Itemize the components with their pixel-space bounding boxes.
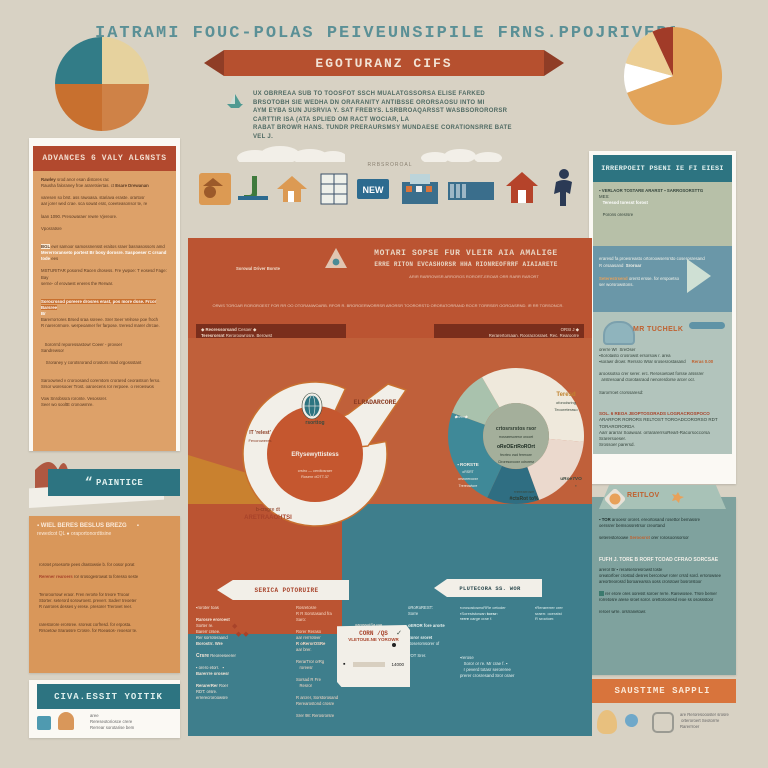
svg-text:fecrteo cwd fererowr: fecrteo cwd fererowr (500, 453, 533, 457)
svg-text:NEW: NEW (363, 185, 385, 195)
svg-text:ARETRAAOHTSI: ARETRAAOHTSI (244, 515, 292, 521)
svg-text:oforodsring: oforodsring (556, 400, 576, 405)
svg-text:crtosrsrstos rsor: crtosrsrstos rsor (496, 426, 536, 432)
svg-text:Rosenr dOTT.37: Rosenr dOTT.37 (301, 475, 329, 479)
svg-text:▪ RORSTE: ▪ RORSTE (457, 462, 479, 467)
svg-text:ELRADARCORE: ELRADARCORE (354, 399, 397, 406)
svg-text:▪rerearrowr: ▪rerearrowr (514, 489, 535, 494)
svg-text:Trereowtore: Trereowtore (459, 484, 478, 488)
svg-text:IT 'relest': IT 'relest' (249, 430, 271, 436)
svg-text:Ciroresoroowr odroresr: Ciroresoroowr odroresr (498, 460, 535, 464)
svg-text:b-crsgre dt: b-crsgre dt (256, 507, 281, 513)
svg-text:orsroreroowr: orsroreroowr (458, 477, 479, 481)
svg-text:Teooreteraso: Teooreteraso (554, 407, 578, 412)
svg-text:◆orro◆: ◆orro◆ (454, 414, 468, 419)
svg-text:uRoe7VO: uRoe7VO (560, 476, 582, 482)
svg-text:ERysewyttistess: ERysewyttistess (291, 452, 339, 458)
svg-text:Fevoroweres: Fevoroweres (248, 438, 271, 443)
svg-text:oRSRT: oRSRT (462, 470, 474, 474)
svg-text:#ctsRot to%: #ctsRot to% (510, 496, 539, 502)
svg-text:rrosraresoreror orooet: rrosraresoreror orooet (499, 435, 533, 439)
svg-text:oReOErtRoROrt: oReOErtRoROrt (497, 444, 535, 450)
svg-text:crstro — cerdtosraer: crstro — cerdtosraer (298, 469, 333, 473)
svg-text:Teresd: Teresd (556, 392, 576, 398)
svg-text:rsorttog: rsorttog (305, 420, 324, 426)
svg-text:▪: ▪ (575, 483, 577, 488)
